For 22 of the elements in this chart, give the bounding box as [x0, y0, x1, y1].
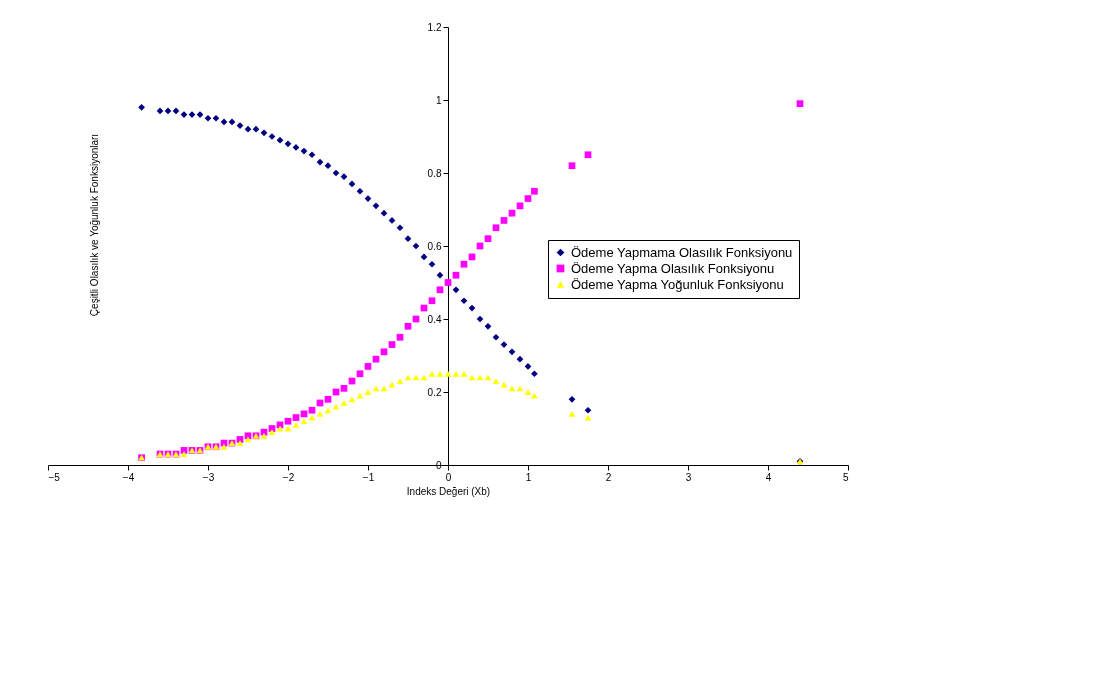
x-axis-title: Indeks Değeri (Xb) [406, 485, 491, 497]
x-tick-label: −2 [282, 471, 295, 483]
x-tick-label: −1 [362, 471, 375, 483]
y-axis-title: Çeşitli Olasılık ve Yoğunluk Fonksiyonları [89, 133, 100, 317]
x-tick-label: 1 [525, 471, 532, 483]
y-tick-label: 0.2 [427, 386, 442, 398]
x-tick-label: 5 [842, 471, 849, 483]
legend-label: Ödeme Yapma Yoğunluk Fonksiyonu [571, 276, 784, 292]
x-tick-label: 2 [605, 471, 612, 483]
y-tick-label: 0.4 [427, 313, 442, 325]
y-tick-label: 0.6 [427, 240, 442, 252]
legend-label: Ödeme Yapma Olasılık Fonksiyonu [571, 260, 775, 276]
x-tick-label: 3 [685, 471, 692, 483]
x-tick-label: −4 [122, 471, 135, 483]
x-tick-label: −5 [48, 471, 61, 483]
y-tick-label: 1 [435, 94, 442, 106]
x-tick-label: 0 [445, 471, 452, 483]
y-tick-label: 0.8 [427, 167, 442, 179]
x-tick-label: 4 [765, 471, 772, 483]
legend-label: Ödeme Yapmama Olasılık Fonksiyonu [571, 244, 793, 260]
y-tick-label: 1.2 [427, 21, 442, 33]
x-tick-label: −3 [202, 471, 215, 483]
